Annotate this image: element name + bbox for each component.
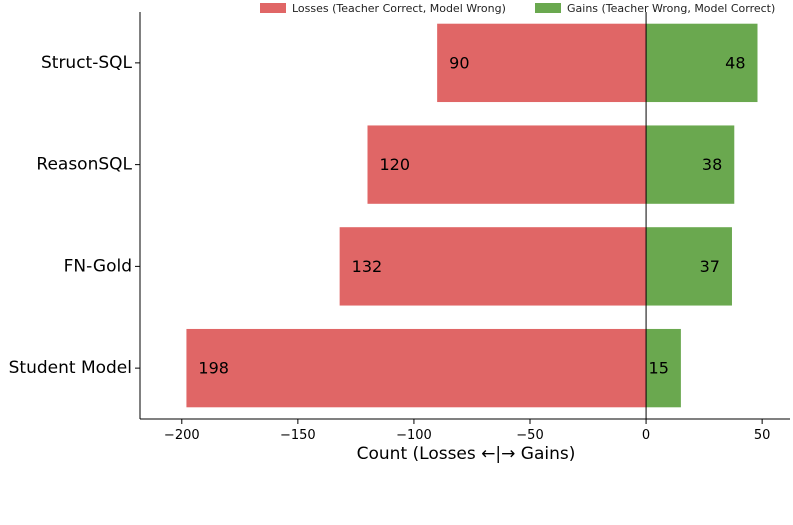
gain-bar-fn-gold [646, 227, 732, 306]
loss-label-reasonsql: 120 [380, 155, 411, 174]
gain-bar-reasonsql [646, 125, 735, 204]
gain-label-student-model: 15 [649, 359, 669, 378]
loss-bar-student-model [186, 328, 647, 408]
y-tick-label-student-model: Student Model [9, 358, 132, 378]
loss-label-fn-gold: 132 [352, 257, 383, 276]
legend-swatch-losses [260, 3, 286, 13]
gain-label-struct-sql: 48 [725, 53, 745, 72]
loss-bar-struct-sql [437, 23, 647, 103]
legend-label-losses: Losses (Teacher Correct, Model Wrong) [292, 1, 506, 15]
x-tick-label-0: −200 [164, 428, 200, 443]
x-tick-label-5: 50 [754, 428, 771, 443]
legend-swatch-gains [535, 3, 561, 13]
y-tick-label-struct-sql: Struct-SQL [41, 53, 133, 73]
gain-bar-struct-sql [646, 23, 758, 103]
x-tick-label-4: 0 [642, 428, 650, 443]
loss-label-student-model: 198 [198, 359, 229, 378]
legend-label-gains: Gains (Teacher Wrong, Model Correct) [567, 1, 776, 15]
gain-bar-student-model [646, 328, 681, 408]
x-axis-title: Count (Losses ←|→ Gains) [357, 444, 576, 464]
loss-label-struct-sql: 90 [449, 53, 469, 72]
legend-item-losses: Losses (Teacher Correct, Model Wrong) [260, 1, 506, 15]
x-tick-label-1: −150 [280, 428, 316, 443]
legend-item-gains: Gains (Teacher Wrong, Model Correct) [535, 1, 775, 15]
gain-label-reasonsql: 38 [702, 155, 722, 174]
y-tick-label-reasonsql: ReasonSQL [36, 155, 132, 175]
loss-bar-fn-gold [339, 227, 647, 306]
y-tick-label-fn-gold: FN-Gold [64, 256, 132, 276]
gain-label-fn-gold: 37 [700, 257, 720, 276]
loss-bar-reasonsql [367, 125, 647, 204]
x-tick-label-3: −50 [516, 428, 543, 443]
x-tick-label-2: −100 [396, 428, 432, 443]
